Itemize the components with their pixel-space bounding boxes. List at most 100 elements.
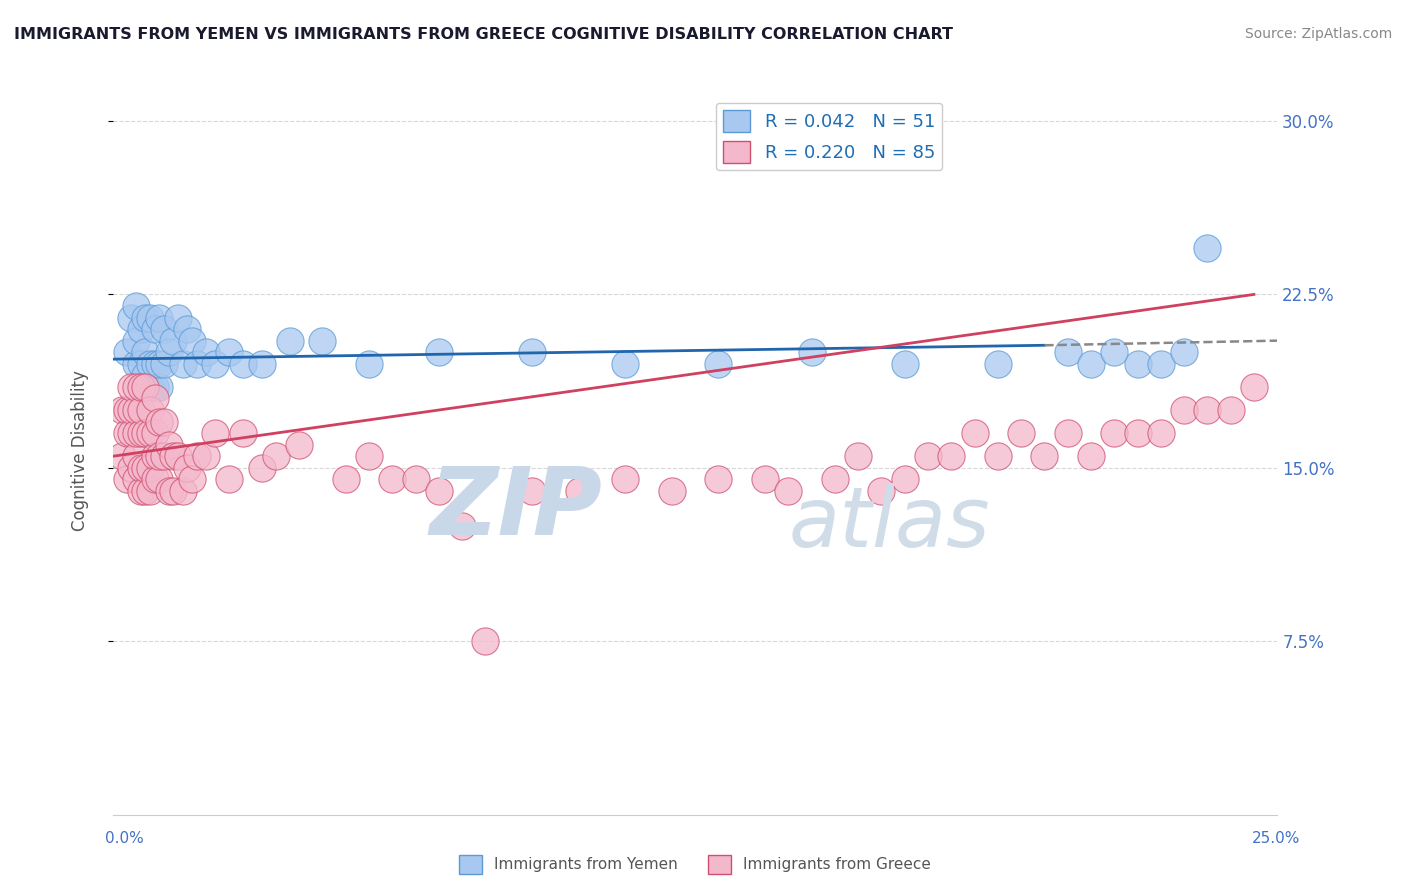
Point [1243,380,1265,394]
Point [111,403,134,417]
Point [987,449,1010,463]
Text: 25.0%: 25.0% [1253,831,1301,846]
Point [125,357,148,371]
Point [139,483,162,498]
Point [143,380,166,394]
Point [186,449,208,463]
Point [134,310,156,325]
Point [143,392,166,406]
Point [1056,426,1078,441]
Point [167,449,190,463]
Point [115,403,138,417]
Point [1173,403,1195,417]
Point [176,460,198,475]
Point [143,426,166,441]
Point [125,403,148,417]
Point [153,449,176,463]
Point [381,472,404,486]
Point [134,380,156,394]
Point [614,357,637,371]
Point [893,472,915,486]
Point [707,357,730,371]
Point [278,334,301,348]
Point [172,483,194,498]
Point [1197,241,1219,255]
Point [129,380,152,394]
Point [125,449,148,463]
Text: ZIP: ZIP [429,463,602,555]
Point [125,472,148,486]
Point [824,472,846,486]
Point [134,483,156,498]
Y-axis label: Cognitive Disability: Cognitive Disability [72,370,89,531]
Point [134,460,156,475]
Text: atlas: atlas [789,483,990,564]
Point [172,357,194,371]
Point [311,334,333,348]
Point [250,357,273,371]
Point [134,426,156,441]
Point [129,380,152,394]
Point [139,380,162,394]
Point [1126,357,1149,371]
Point [148,310,170,325]
Point [162,334,184,348]
Point [139,460,162,475]
Point [181,472,204,486]
Point [115,426,138,441]
Point [162,483,184,498]
Point [754,472,776,486]
Point [134,368,156,383]
Text: IMMIGRANTS FROM YEMEN VS IMMIGRANTS FROM GREECE COGNITIVE DISABILITY CORRELATION: IMMIGRANTS FROM YEMEN VS IMMIGRANTS FROM… [14,27,953,42]
Point [148,449,170,463]
Point [707,472,730,486]
Point [1102,345,1125,359]
Point [139,310,162,325]
Point [157,483,180,498]
Point [661,483,683,498]
Point [427,345,450,359]
Point [143,472,166,486]
Point [1150,357,1173,371]
Point [218,345,240,359]
Point [181,334,204,348]
Point [121,426,143,441]
Point [129,483,152,498]
Point [1080,449,1102,463]
Point [121,310,143,325]
Point [568,483,591,498]
Point [129,322,152,336]
Point [357,449,380,463]
Text: 0.0%: 0.0% [105,831,145,846]
Point [232,426,254,441]
Point [427,483,450,498]
Point [134,345,156,359]
Point [139,357,162,371]
Point [218,472,240,486]
Point [288,438,311,452]
Point [1102,426,1125,441]
Point [121,460,143,475]
Point [143,322,166,336]
Point [129,403,152,417]
Point [1173,345,1195,359]
Legend: R = 0.042   N = 51, R = 0.220   N = 85: R = 0.042 N = 51, R = 0.220 N = 85 [716,103,942,170]
Point [250,460,273,475]
Point [963,426,986,441]
Point [115,345,138,359]
Point [1056,345,1078,359]
Point [520,483,543,498]
Point [870,483,893,498]
Point [153,415,176,429]
Point [1033,449,1056,463]
Point [846,449,869,463]
Point [520,345,543,359]
Point [139,426,162,441]
Point [129,426,152,441]
Point [987,357,1010,371]
Point [1197,403,1219,417]
Point [941,449,963,463]
Point [148,415,170,429]
Point [204,357,226,371]
Text: Source: ZipAtlas.com: Source: ZipAtlas.com [1244,27,1392,41]
